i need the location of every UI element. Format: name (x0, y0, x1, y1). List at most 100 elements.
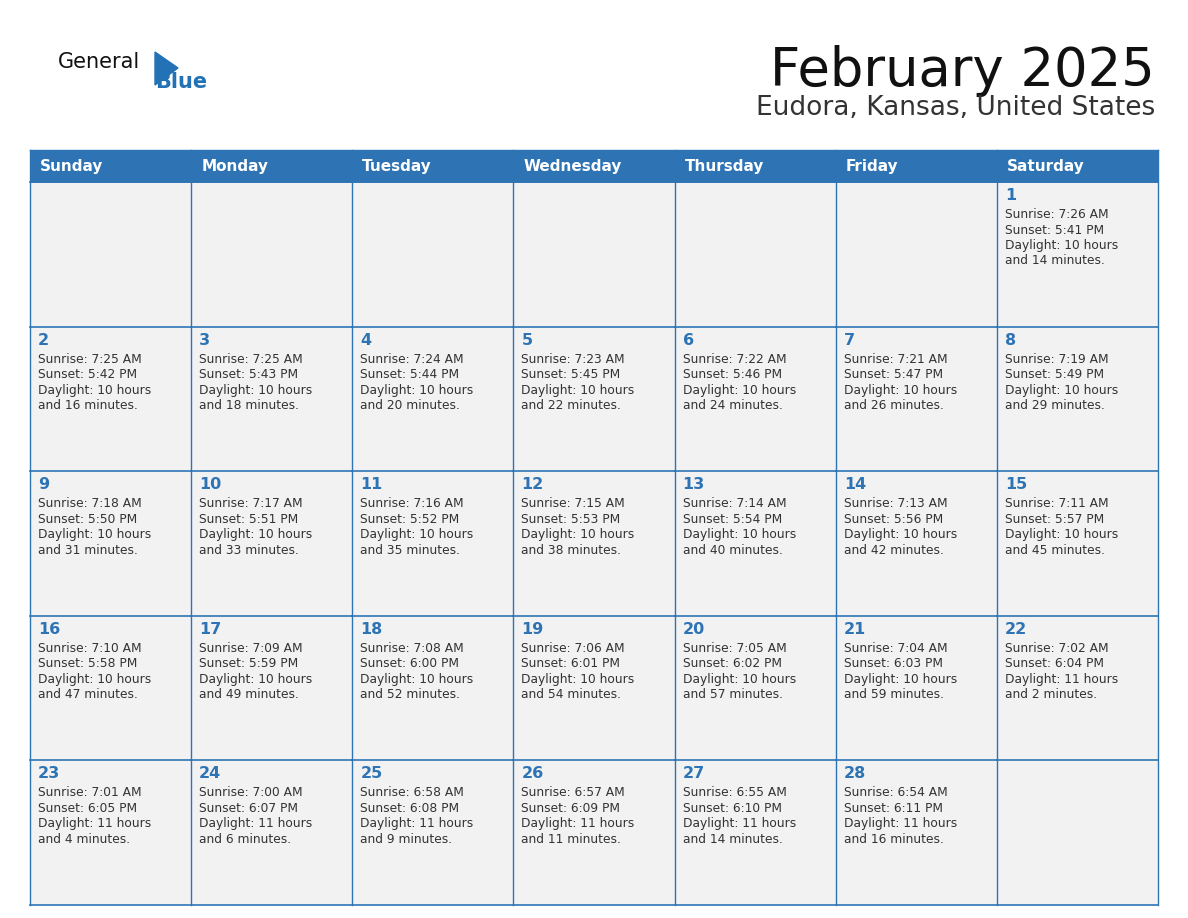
Text: Eudora, Kansas, United States: Eudora, Kansas, United States (756, 95, 1155, 121)
Text: Daylight: 11 hours: Daylight: 11 hours (360, 817, 474, 831)
Bar (513, 182, 675, 327)
Text: and 16 minutes.: and 16 minutes. (38, 399, 138, 412)
Text: Sunset: 6:11 PM: Sunset: 6:11 PM (843, 802, 943, 815)
Text: Sunset: 6:08 PM: Sunset: 6:08 PM (360, 802, 460, 815)
Text: Sunset: 6:05 PM: Sunset: 6:05 PM (38, 802, 137, 815)
Text: Daylight: 10 hours: Daylight: 10 hours (200, 528, 312, 542)
Text: Sunrise: 7:25 AM: Sunrise: 7:25 AM (200, 353, 303, 365)
Text: Sunrise: 7:23 AM: Sunrise: 7:23 AM (522, 353, 625, 365)
Bar (675, 150, 835, 182)
Text: 5: 5 (522, 332, 532, 348)
Text: Sunrise: 7:25 AM: Sunrise: 7:25 AM (38, 353, 141, 365)
Text: Sunset: 5:54 PM: Sunset: 5:54 PM (683, 512, 782, 526)
Text: Sunrise: 7:19 AM: Sunrise: 7:19 AM (1005, 353, 1108, 365)
Bar (353, 616, 513, 760)
Text: Sunset: 6:00 PM: Sunset: 6:00 PM (360, 657, 460, 670)
Text: Daylight: 10 hours: Daylight: 10 hours (38, 384, 151, 397)
Text: and 40 minutes.: and 40 minutes. (683, 543, 783, 556)
Text: February 2025: February 2025 (770, 45, 1155, 97)
Text: and 52 minutes.: and 52 minutes. (360, 688, 460, 701)
Text: Sunset: 5:44 PM: Sunset: 5:44 PM (360, 368, 460, 381)
Text: Monday: Monday (201, 159, 268, 174)
Text: Sunrise: 6:57 AM: Sunrise: 6:57 AM (522, 787, 625, 800)
Text: and 18 minutes.: and 18 minutes. (200, 399, 299, 412)
Text: Sunrise: 7:21 AM: Sunrise: 7:21 AM (843, 353, 947, 365)
Bar (513, 616, 675, 760)
Text: 12: 12 (522, 477, 544, 492)
Text: 13: 13 (683, 477, 704, 492)
Bar (30, 616, 191, 760)
Text: 15: 15 (1005, 477, 1028, 492)
Bar (997, 760, 1158, 905)
Text: 18: 18 (360, 621, 383, 637)
Text: Sunrise: 6:54 AM: Sunrise: 6:54 AM (843, 787, 948, 800)
Bar (997, 471, 1158, 616)
Bar (997, 616, 1158, 760)
Text: Daylight: 10 hours: Daylight: 10 hours (843, 528, 958, 542)
Text: Blue: Blue (154, 72, 207, 92)
Text: Sunset: 5:52 PM: Sunset: 5:52 PM (360, 512, 460, 526)
Text: Sunset: 6:04 PM: Sunset: 6:04 PM (1005, 657, 1104, 670)
Text: Thursday: Thursday (684, 159, 764, 174)
Text: Daylight: 11 hours: Daylight: 11 hours (1005, 673, 1118, 686)
Text: 1: 1 (1005, 188, 1016, 203)
Bar (513, 471, 675, 616)
Text: 20: 20 (683, 621, 704, 637)
Text: Sunrise: 7:08 AM: Sunrise: 7:08 AM (360, 642, 465, 655)
Text: 11: 11 (360, 477, 383, 492)
Text: Sunset: 5:57 PM: Sunset: 5:57 PM (1005, 512, 1104, 526)
Text: Wednesday: Wednesday (524, 159, 621, 174)
Bar (835, 616, 997, 760)
Text: Daylight: 10 hours: Daylight: 10 hours (683, 528, 796, 542)
Bar (675, 182, 835, 327)
Text: 23: 23 (38, 767, 61, 781)
Text: Daylight: 10 hours: Daylight: 10 hours (200, 384, 312, 397)
Text: Sunrise: 7:14 AM: Sunrise: 7:14 AM (683, 498, 786, 510)
Text: 24: 24 (200, 767, 221, 781)
Text: and 59 minutes.: and 59 minutes. (843, 688, 943, 701)
Bar (191, 760, 353, 905)
Text: and 49 minutes.: and 49 minutes. (200, 688, 299, 701)
Text: Daylight: 11 hours: Daylight: 11 hours (38, 817, 151, 831)
Bar (353, 760, 513, 905)
Text: Sunset: 5:46 PM: Sunset: 5:46 PM (683, 368, 782, 381)
Text: 6: 6 (683, 332, 694, 348)
Text: and 11 minutes.: and 11 minutes. (522, 833, 621, 845)
Text: Sunrise: 7:04 AM: Sunrise: 7:04 AM (843, 642, 947, 655)
Text: Daylight: 10 hours: Daylight: 10 hours (683, 673, 796, 686)
Text: General: General (58, 52, 140, 72)
Text: Sunrise: 7:18 AM: Sunrise: 7:18 AM (38, 498, 141, 510)
Bar (30, 471, 191, 616)
Text: and 42 minutes.: and 42 minutes. (843, 543, 943, 556)
Text: Daylight: 10 hours: Daylight: 10 hours (200, 673, 312, 686)
Bar (513, 327, 675, 471)
Text: Sunrise: 7:10 AM: Sunrise: 7:10 AM (38, 642, 141, 655)
Text: and 14 minutes.: and 14 minutes. (1005, 254, 1105, 267)
Text: Sunset: 5:51 PM: Sunset: 5:51 PM (200, 512, 298, 526)
Text: and 16 minutes.: and 16 minutes. (843, 833, 943, 845)
Text: 16: 16 (38, 621, 61, 637)
Text: and 4 minutes.: and 4 minutes. (38, 833, 131, 845)
Text: and 14 minutes.: and 14 minutes. (683, 833, 783, 845)
Text: Sunrise: 7:24 AM: Sunrise: 7:24 AM (360, 353, 463, 365)
Text: Sunset: 5:43 PM: Sunset: 5:43 PM (200, 368, 298, 381)
Text: 14: 14 (843, 477, 866, 492)
Text: Daylight: 10 hours: Daylight: 10 hours (522, 673, 634, 686)
Text: 25: 25 (360, 767, 383, 781)
Polygon shape (154, 52, 178, 85)
Text: Friday: Friday (846, 159, 898, 174)
Text: Daylight: 11 hours: Daylight: 11 hours (522, 817, 634, 831)
Text: Sunrise: 7:13 AM: Sunrise: 7:13 AM (843, 498, 947, 510)
Text: Sunset: 5:58 PM: Sunset: 5:58 PM (38, 657, 138, 670)
Text: 4: 4 (360, 332, 372, 348)
Text: Daylight: 10 hours: Daylight: 10 hours (360, 673, 474, 686)
Bar (353, 150, 513, 182)
Text: Sunset: 6:09 PM: Sunset: 6:09 PM (522, 802, 620, 815)
Text: Sunset: 5:59 PM: Sunset: 5:59 PM (200, 657, 298, 670)
Bar (191, 182, 353, 327)
Text: 27: 27 (683, 767, 704, 781)
Text: Sunrise: 7:16 AM: Sunrise: 7:16 AM (360, 498, 463, 510)
Text: Sunset: 5:56 PM: Sunset: 5:56 PM (843, 512, 943, 526)
Text: Sunset: 6:07 PM: Sunset: 6:07 PM (200, 802, 298, 815)
Text: 9: 9 (38, 477, 49, 492)
